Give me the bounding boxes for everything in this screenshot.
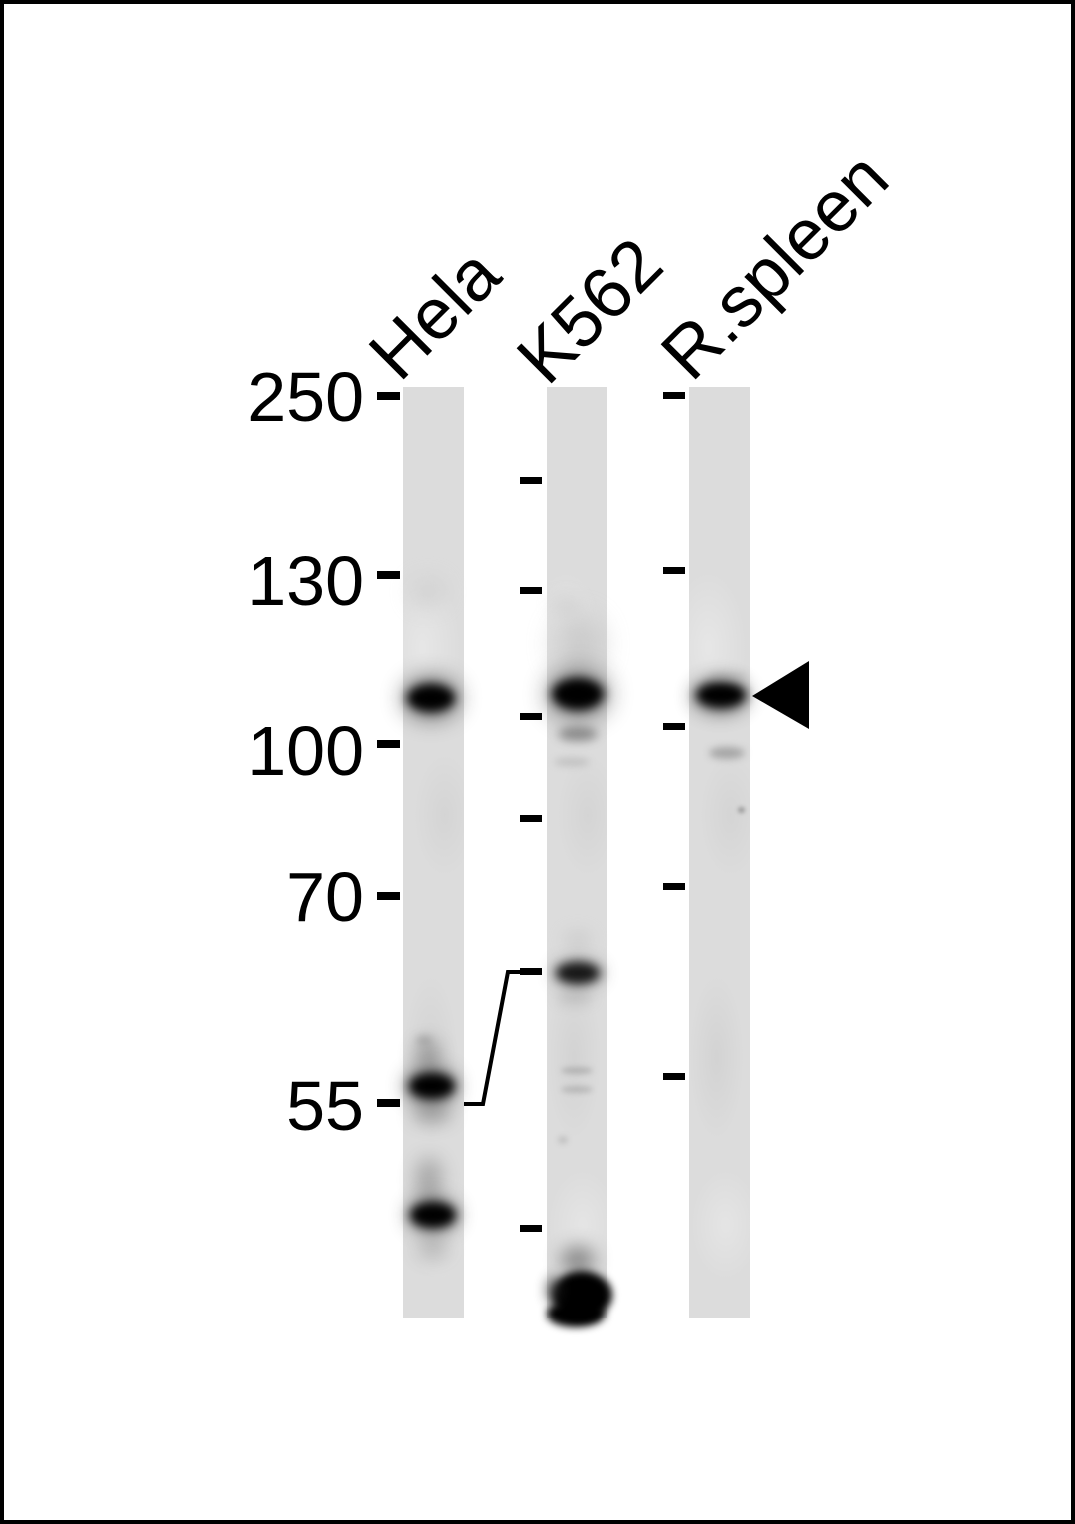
mw-label-70: 70 bbox=[286, 858, 364, 936]
protein-band bbox=[407, 684, 455, 712]
lane-marker-tick bbox=[520, 712, 542, 720]
lane-label-k562: K562 bbox=[502, 223, 678, 399]
lane-marker-tick bbox=[520, 1224, 542, 1232]
mw-axis-tick bbox=[377, 392, 400, 400]
protein-band bbox=[551, 596, 581, 616]
lane-marker-tick bbox=[520, 586, 542, 594]
protein-band bbox=[552, 678, 604, 710]
lane-label-hela: Hela bbox=[354, 233, 516, 395]
protein-band bbox=[553, 615, 603, 673]
mw-axis-tick bbox=[377, 740, 400, 748]
protein-band bbox=[558, 727, 598, 741]
protein-band bbox=[417, 1158, 441, 1202]
protein-band bbox=[709, 747, 745, 759]
protein-band bbox=[416, 1035, 432, 1045]
mw-axis-tick bbox=[377, 892, 400, 900]
mw-label-250: 250 bbox=[247, 358, 364, 436]
lane-marker-tick bbox=[520, 967, 542, 975]
protein-band bbox=[561, 1066, 593, 1074]
protein-band bbox=[409, 1073, 455, 1099]
target-band-arrow-icon bbox=[752, 661, 809, 729]
marker-connector-line bbox=[464, 970, 520, 1106]
protein-band bbox=[418, 1238, 448, 1258]
protein-band bbox=[563, 930, 593, 950]
protein-band bbox=[412, 1105, 452, 1123]
lane-marker-tick bbox=[520, 814, 542, 822]
lane-marker-tick bbox=[520, 476, 542, 484]
protein-band bbox=[554, 758, 590, 766]
lane-marker-tick bbox=[663, 722, 685, 730]
lane-label-rspleen: R.spleen bbox=[646, 137, 904, 395]
lane-marker-tick bbox=[663, 1072, 685, 1080]
protein-band bbox=[410, 577, 446, 607]
mw-label-130: 130 bbox=[247, 542, 364, 620]
protein-band bbox=[561, 1085, 593, 1093]
protein-band bbox=[696, 682, 746, 708]
protein-band bbox=[410, 1202, 456, 1228]
protein-band bbox=[556, 962, 600, 984]
protein-band bbox=[561, 1246, 595, 1274]
gel-lane-2 bbox=[547, 387, 607, 1318]
mw-label-55: 55 bbox=[286, 1067, 364, 1145]
mw-axis-tick bbox=[377, 1099, 400, 1107]
protein-band bbox=[556, 992, 594, 1004]
lane-marker-tick bbox=[663, 566, 685, 574]
mw-label-100: 100 bbox=[247, 712, 364, 790]
protein-band bbox=[708, 672, 748, 680]
mw-axis-tick bbox=[377, 571, 400, 579]
gel-lane-3 bbox=[689, 387, 750, 1318]
protein-band bbox=[415, 1040, 441, 1068]
protein-band bbox=[737, 807, 745, 813]
protein-band bbox=[546, 1276, 562, 1304]
lane-marker-tick bbox=[663, 882, 685, 890]
lane-marker-tick bbox=[663, 391, 685, 399]
gel-lane-1 bbox=[403, 387, 464, 1318]
protein-band bbox=[547, 1301, 605, 1327]
protein-band bbox=[558, 1136, 568, 1144]
